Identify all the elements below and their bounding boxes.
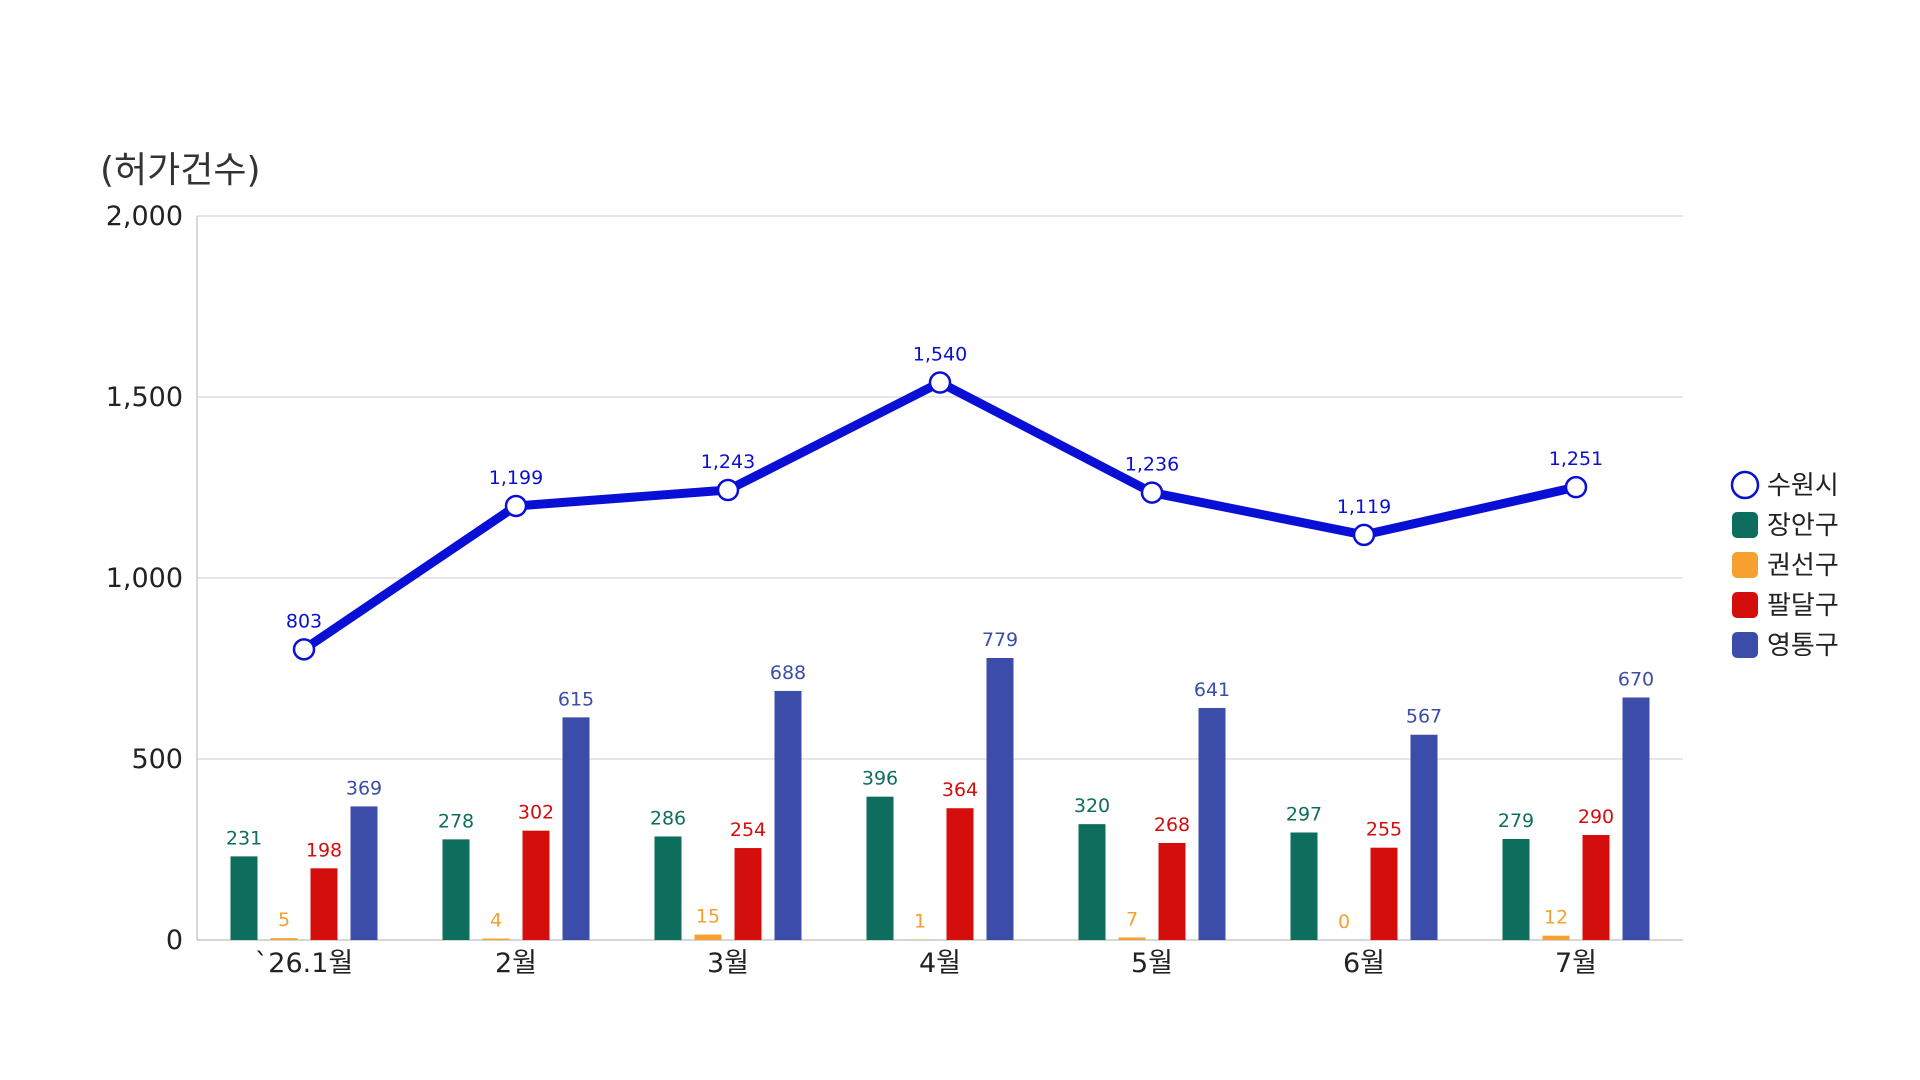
gridlines xyxy=(196,215,1683,941)
bar-권선구 xyxy=(1118,937,1146,940)
bar-data-label: 7 xyxy=(1126,908,1138,930)
bar-권선구 xyxy=(482,938,510,940)
line-point xyxy=(504,494,528,518)
legend-label: 수원시 xyxy=(1767,471,1839,501)
legend-marker xyxy=(1732,592,1758,618)
bar-data-label: 1 xyxy=(914,911,926,933)
bar-data-label: 255 xyxy=(1366,819,1402,841)
bar-data-label: 670 xyxy=(1618,668,1654,690)
line-layer: 803 1,199 1,243 1,540 1,236 1,119 1,251 xyxy=(286,344,1603,661)
line-point xyxy=(928,371,952,394)
bar-data-label: 302 xyxy=(518,802,554,824)
bar-data-label: 290 xyxy=(1578,806,1614,828)
bar-장안구 xyxy=(230,856,258,940)
line-point xyxy=(716,478,740,502)
bar-data-label: 15 xyxy=(696,906,720,928)
bar-장안구 xyxy=(866,796,894,940)
bar-data-label: 198 xyxy=(306,839,342,861)
y-tick-label: 2,000 xyxy=(106,201,183,232)
bar-권선구 xyxy=(270,938,298,940)
line-data-label: 1,199 xyxy=(489,467,543,489)
y-tick-label: 1,500 xyxy=(106,382,183,413)
bars-layer: 231 278 286 396 320 297 279 5 4 15 1 7 0 12 198 302 254 3… xyxy=(226,629,1654,940)
line-point xyxy=(1140,481,1164,504)
bar-data-label: 286 xyxy=(650,807,686,829)
bar-data-label: 268 xyxy=(1154,814,1190,836)
x-tick-label: 2월 xyxy=(495,948,537,979)
legend-label: 장안구 xyxy=(1767,511,1839,541)
legend-marker xyxy=(1732,512,1758,538)
bar-영통구 xyxy=(774,690,802,940)
bar-권선구 xyxy=(1542,935,1570,940)
bar-영통구 xyxy=(1622,697,1650,940)
bar-권선구 xyxy=(694,934,722,940)
bar-장안구 xyxy=(654,836,682,940)
bar-팔달구 xyxy=(1370,847,1398,940)
bar-data-label: 4 xyxy=(490,910,502,932)
x-tick-label: 6월 xyxy=(1343,948,1385,979)
legend-marker xyxy=(1732,552,1758,578)
bar-팔달구 xyxy=(1582,835,1610,940)
bar-영통구 xyxy=(986,658,1014,940)
bar-영통구 xyxy=(1410,734,1438,940)
line-point xyxy=(1564,475,1588,499)
bar-팔달구 xyxy=(310,868,338,940)
bar-data-label: 779 xyxy=(982,629,1018,651)
bar-data-label: 12 xyxy=(1544,907,1568,929)
legend-marker-suwon xyxy=(1730,470,1760,500)
bar-data-label: 297 xyxy=(1286,803,1322,825)
bar-팔달구 xyxy=(522,830,550,940)
line-data-label: 1,236 xyxy=(1125,454,1179,476)
x-tick-label: 5월 xyxy=(1131,948,1173,979)
x-tick-label: 4월 xyxy=(919,948,961,979)
y-unit-label: (허가건수) xyxy=(100,150,261,191)
y-axis-ticks: 0 500 1,000 1,500 2,000 xyxy=(106,201,183,956)
bar-장안구 xyxy=(1078,824,1106,940)
bar-data-label: 615 xyxy=(558,688,594,710)
bar-data-label: 641 xyxy=(1194,679,1230,701)
bar-팔달구 xyxy=(734,848,762,940)
bar-data-label: 567 xyxy=(1406,706,1442,728)
bar-팔달구 xyxy=(946,808,974,940)
bar-장안구 xyxy=(1290,832,1318,940)
x-tick-label: 3월 xyxy=(707,948,749,979)
bar-장안구 xyxy=(1502,839,1530,940)
bar-data-label: 369 xyxy=(346,777,382,799)
bar-영통구 xyxy=(562,717,590,940)
bar-data-label: 364 xyxy=(942,779,978,801)
line-data-label: 1,540 xyxy=(913,344,967,366)
line-point xyxy=(1352,523,1376,547)
line-data-label: 1,251 xyxy=(1549,448,1603,470)
y-tick-label: 0 xyxy=(166,925,183,956)
bar-data-label: 320 xyxy=(1074,795,1110,817)
bar-data-label: 0 xyxy=(1338,911,1350,933)
y-tick-label: 1,000 xyxy=(106,563,183,594)
line-data-label: 1,119 xyxy=(1337,496,1391,518)
bar-data-label: 5 xyxy=(278,909,290,931)
bar-data-label: 231 xyxy=(226,827,262,849)
bar-data-label: 279 xyxy=(1498,810,1534,832)
legend-label: 영통구 xyxy=(1767,631,1839,661)
line-point xyxy=(292,638,316,661)
bar-영통구 xyxy=(1198,707,1226,940)
y-tick-label: 500 xyxy=(131,744,183,775)
line-data-label: 803 xyxy=(286,610,322,632)
bar-장안구 xyxy=(442,839,470,940)
bar-data-label: 278 xyxy=(438,810,474,832)
x-tick-label: `26.1월 xyxy=(255,948,353,979)
legend-label: 팔달구 xyxy=(1767,591,1839,621)
x-tick-label: 7월 xyxy=(1555,948,1597,979)
line-data-label: 1,243 xyxy=(701,451,755,473)
x-axis-ticks: `26.1월 2월 3월 4월 5월 6월 7월 xyxy=(255,948,1597,979)
bar-영통구 xyxy=(350,806,378,940)
bar-팔달구 xyxy=(1158,842,1186,940)
bar-data-label: 396 xyxy=(862,768,898,790)
bar-data-label: 688 xyxy=(770,662,806,684)
legend-label: 권선구 xyxy=(1767,551,1839,581)
legend-marker xyxy=(1732,632,1758,658)
bar-data-label: 254 xyxy=(730,819,766,841)
